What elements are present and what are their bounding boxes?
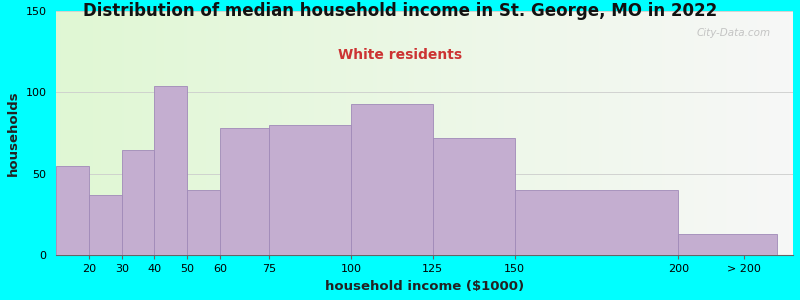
Bar (89, 195, 122, 256)
Y-axis label: households: households (7, 90, 20, 176)
Bar (351, 104, 433, 256)
X-axis label: household income ($1000): household income ($1000) (325, 280, 524, 293)
Bar (514, 190, 678, 256)
Text: White residents: White residents (338, 48, 462, 62)
Bar (154, 86, 187, 256)
Text: City-Data.com: City-Data.com (697, 28, 771, 38)
Bar (56, 166, 89, 256)
Bar (269, 125, 351, 256)
Bar (433, 138, 514, 256)
Bar (122, 149, 154, 256)
Bar (187, 190, 220, 256)
Text: Distribution of median household income in St. George, MO in 2022: Distribution of median household income … (83, 2, 717, 20)
Bar (220, 128, 269, 256)
Bar (678, 234, 777, 256)
